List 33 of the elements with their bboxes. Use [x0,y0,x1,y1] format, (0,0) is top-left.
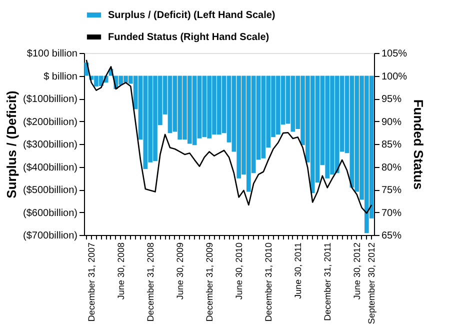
x-tick-label: June 30, 2008 [116,242,126,300]
y2-tick-label: 105% [382,48,408,60]
y2-tick-label: 85% [382,140,402,150]
x-tick-label: June 30, 2010 [234,242,244,300]
y2-tick-label: 75% [382,185,402,196]
y-tick-label: ($600billion) [23,208,78,219]
x-tick-label: June 30, 2009 [174,242,185,300]
y2-axis-title: Funded Status [411,99,426,190]
x-tick-label: June 30, 2012 [352,242,362,300]
y-tick-label: ($100billion) [23,94,78,105]
y-tick-label: $ billion [44,71,78,82]
y2-tick-label: 100% [382,71,408,82]
x-tick-label: June 30, 2011 [292,242,303,299]
y2-tick-label: 80% [382,162,402,174]
y-axis-title: Surplus / (Deficit) [4,90,20,198]
y2-tick-label: 65% [382,230,402,242]
y-tick-label: ($700billion) [23,230,78,242]
y2-tick-label: 70% [382,208,402,219]
legend-label: Surplus / (Deficit) (Left Hand Scale) [108,10,276,21]
y-tick-label: ($500billion) [23,185,78,196]
y2-tick-label: 90% [382,116,402,128]
legend-label: Funded Status (Right Hand Scale) [108,32,270,43]
x-tick-label: December 31, 2010 [263,242,274,322]
y-tick-label: $100 billion [26,48,78,60]
y-tick-label: ($200billion) [23,116,78,128]
y-tick-label: ($400billion) [23,162,78,174]
y-tick-label: ($300billion) [23,140,78,150]
x-tick-label: December 31, 2008 [145,242,156,322]
x-tick-label: December 31, 2011 [322,242,332,321]
x-tick-label: September 30, 2012 [366,242,377,324]
y2-tick-label: 95% [382,94,402,105]
x-tick-label: December 31, 2007 [86,242,96,322]
x-tick-label: December 31, 2009 [204,242,214,322]
